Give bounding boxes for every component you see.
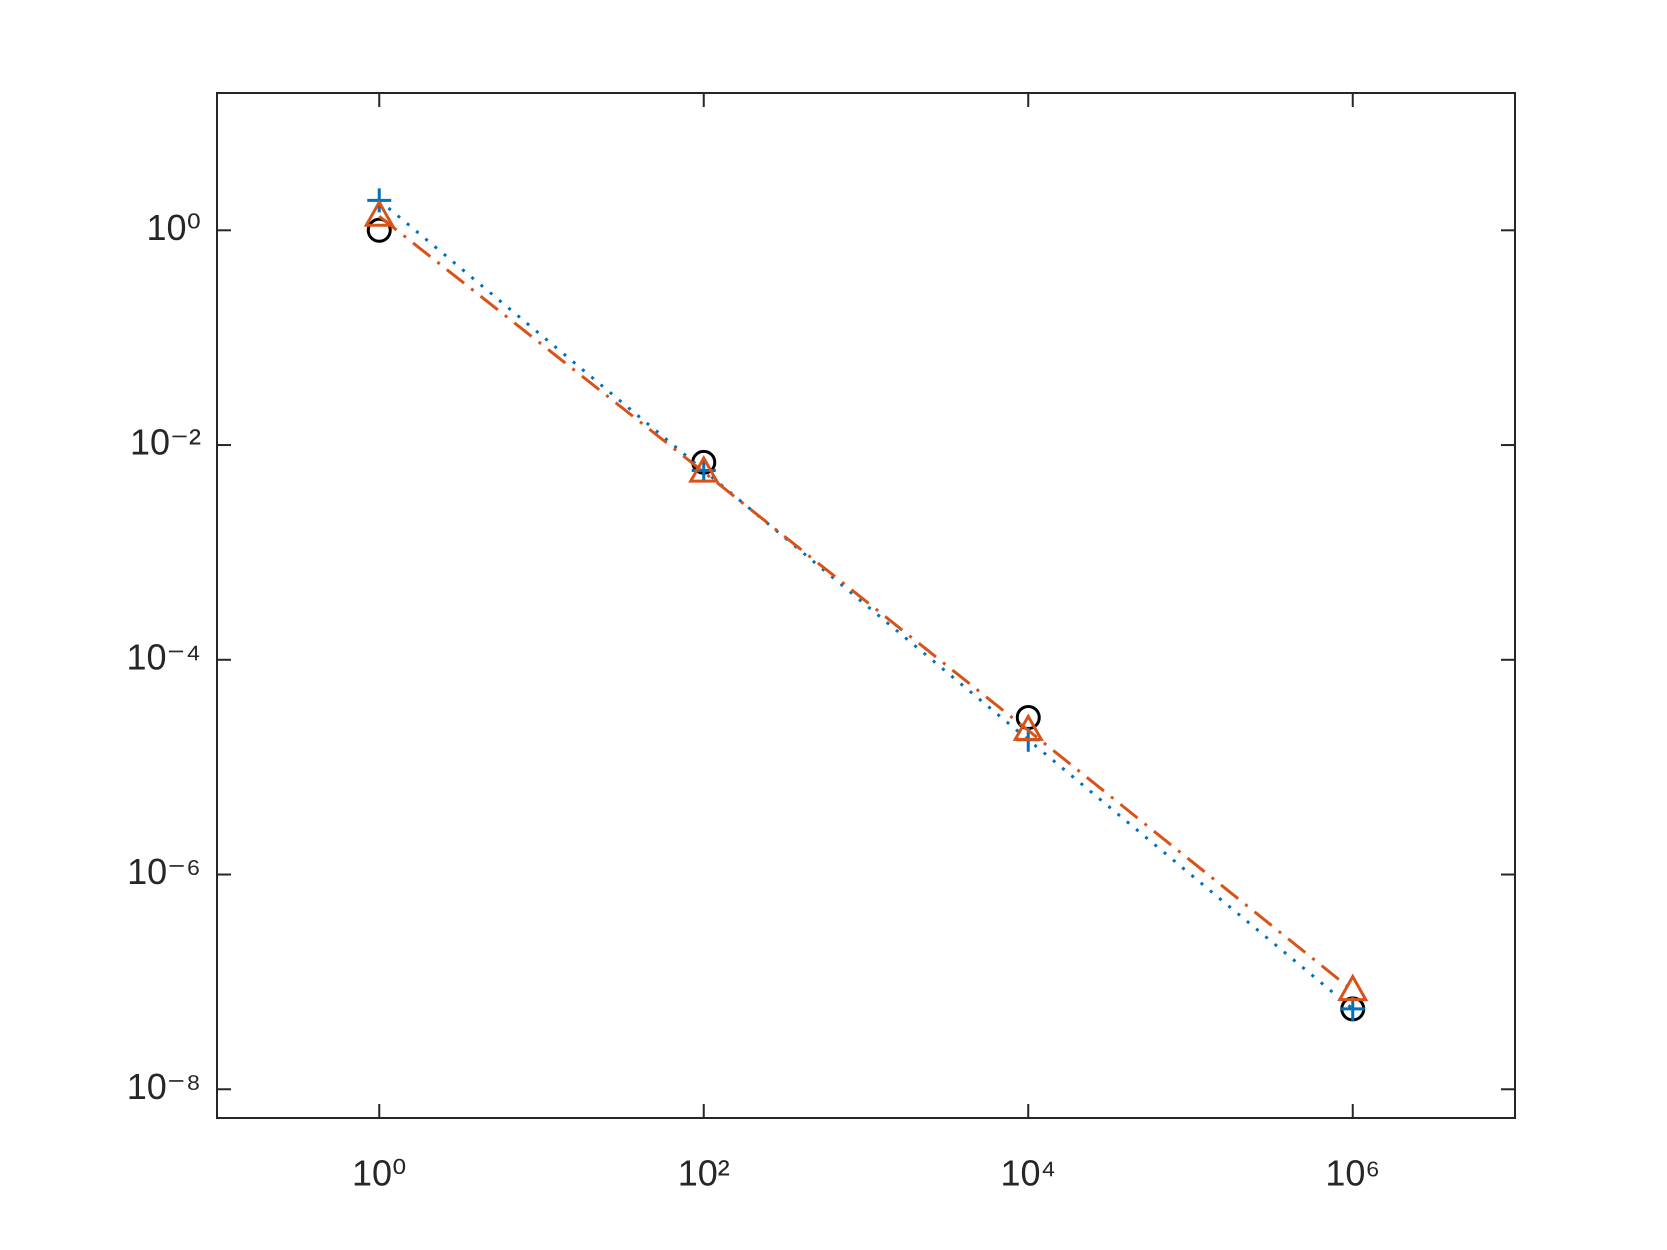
plot-area bbox=[216, 92, 1516, 1119]
marker bbox=[1337, 973, 1369, 1002]
y-tick-label: 10⁻⁶ bbox=[127, 851, 201, 892]
marker bbox=[366, 217, 392, 243]
x-tick-label: 10⁴ bbox=[1000, 1153, 1056, 1194]
x-tick-label: 10⁰ bbox=[352, 1153, 406, 1194]
x-tick-label: 10² bbox=[678, 1153, 730, 1194]
series-line bbox=[378, 215, 1354, 992]
y-tick-label: 10⁻² bbox=[130, 422, 201, 463]
x-tick-label: 10⁶ bbox=[1325, 1153, 1380, 1194]
y-tick-label: 10⁻⁴ bbox=[126, 636, 201, 677]
marker bbox=[688, 455, 720, 483]
y-tick-label: 10⁰ bbox=[147, 207, 201, 248]
marker bbox=[363, 199, 395, 227]
y-tick-label: 10⁻⁸ bbox=[127, 1066, 201, 1107]
marker bbox=[1012, 713, 1044, 741]
